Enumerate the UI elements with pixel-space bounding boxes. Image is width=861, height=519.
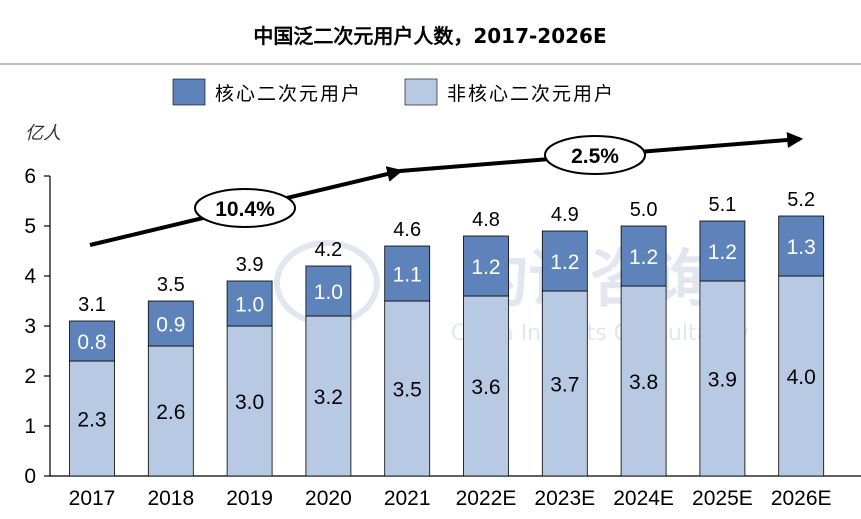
bar-core	[463, 235, 509, 297]
growth-rate-label: 2.5%	[571, 145, 619, 168]
label-core: 1.2	[550, 251, 579, 274]
bar-core	[778, 215, 825, 277]
label-total: 4.2	[314, 239, 342, 261]
bar-core	[620, 225, 667, 287]
legend-swatch-core	[172, 78, 206, 106]
bar-core	[69, 320, 115, 362]
label-noncore: 3.0	[235, 391, 264, 414]
y-tick-label: 1	[24, 415, 36, 438]
label-noncore: 2.6	[156, 401, 185, 424]
bar-core	[147, 300, 194, 347]
bar-noncore	[226, 325, 273, 477]
label-noncore: 3.9	[708, 369, 737, 392]
legend-swatch-noncore	[404, 78, 438, 106]
legend-label-core: 核心二次元用户	[215, 83, 362, 105]
bar-core	[699, 220, 746, 282]
label-total: 5.1	[708, 194, 736, 216]
x-tick-label: 2023E	[534, 487, 595, 510]
bar-core	[384, 245, 431, 302]
x-tick-label: 2022E	[456, 487, 517, 510]
x-tick-label: 2017	[69, 487, 116, 510]
bar-noncore	[147, 345, 194, 477]
x-tick-label: 2018	[147, 487, 194, 510]
bar-noncore	[69, 360, 115, 477]
bar-noncore	[620, 285, 667, 477]
bar-noncore	[699, 280, 746, 477]
label-core: 1.0	[314, 281, 343, 304]
bar-noncore	[305, 315, 352, 477]
bar-core	[305, 265, 352, 317]
y-tick-label: 5	[24, 215, 36, 238]
label-total: 4.9	[551, 204, 579, 226]
growth-bubble	[544, 135, 646, 175]
label-core: 1.2	[471, 256, 500, 279]
label-core: 1.3	[787, 236, 816, 259]
y-tick-label: 2	[24, 365, 36, 388]
label-noncore: 4.0	[787, 366, 816, 389]
label-core: 0.8	[77, 331, 106, 354]
legend-label-noncore: 非核心二次元用户	[447, 83, 615, 105]
x-tick-label: 2019	[226, 487, 273, 510]
label-noncore: 3.2	[314, 386, 343, 409]
label-total: 5.2	[787, 189, 815, 211]
label-noncore: 3.7	[550, 374, 579, 397]
x-tick-label: 2026E	[771, 487, 832, 510]
bar-core	[541, 230, 588, 292]
label-core: 1.2	[629, 246, 658, 269]
label-noncore: 3.6	[471, 376, 500, 399]
y-tick-label: 3	[24, 315, 36, 338]
y-tick-label: 0	[24, 465, 36, 488]
data-labels: 2.3 0.8 3.1 2.6 0.9 3.5 3.0 1.0 3.9 3.2 1.0 4.2 3.5 1…	[77, 189, 815, 432]
label-core: 1.2	[708, 241, 737, 264]
label-noncore: 3.5	[393, 379, 422, 402]
label-core: 0.9	[156, 314, 185, 337]
y-tick-label: 6	[24, 165, 36, 188]
x-tick-label: 2020	[305, 487, 352, 510]
label-core: 1.0	[235, 294, 264, 317]
y-tick-label: 4	[24, 265, 36, 288]
bars	[69, 215, 825, 477]
label-noncore: 3.8	[629, 371, 658, 394]
bar-noncore	[541, 290, 588, 477]
x-tick-label: 2024E	[613, 487, 674, 510]
growth-annotations: 10.4% 2.5%	[89, 132, 804, 247]
bar-noncore	[384, 300, 431, 477]
label-total: 3.5	[157, 274, 185, 296]
legend: 核心二次元用户 非核心二次元用户	[172, 78, 615, 106]
label-total: 5.0	[630, 199, 658, 221]
growth-bubble	[194, 188, 296, 228]
bar-noncore	[463, 295, 509, 477]
label-total: 3.9	[236, 254, 264, 276]
label-core: 1.1	[393, 264, 422, 287]
bar-core	[226, 280, 273, 327]
label-total: 4.6	[393, 219, 421, 241]
chart-title: 中国泛二次元用户人数，2017-2026E	[253, 24, 606, 48]
label-total: 4.8	[472, 209, 500, 231]
x-tick-label: 2021	[384, 487, 431, 510]
growth-rate-label: 10.4%	[215, 198, 275, 221]
label-noncore: 2.3	[77, 409, 106, 432]
label-total: 3.1	[78, 294, 106, 316]
y-axis-unit: 亿人	[25, 123, 61, 144]
x-tick-label: 2025E	[692, 487, 753, 510]
